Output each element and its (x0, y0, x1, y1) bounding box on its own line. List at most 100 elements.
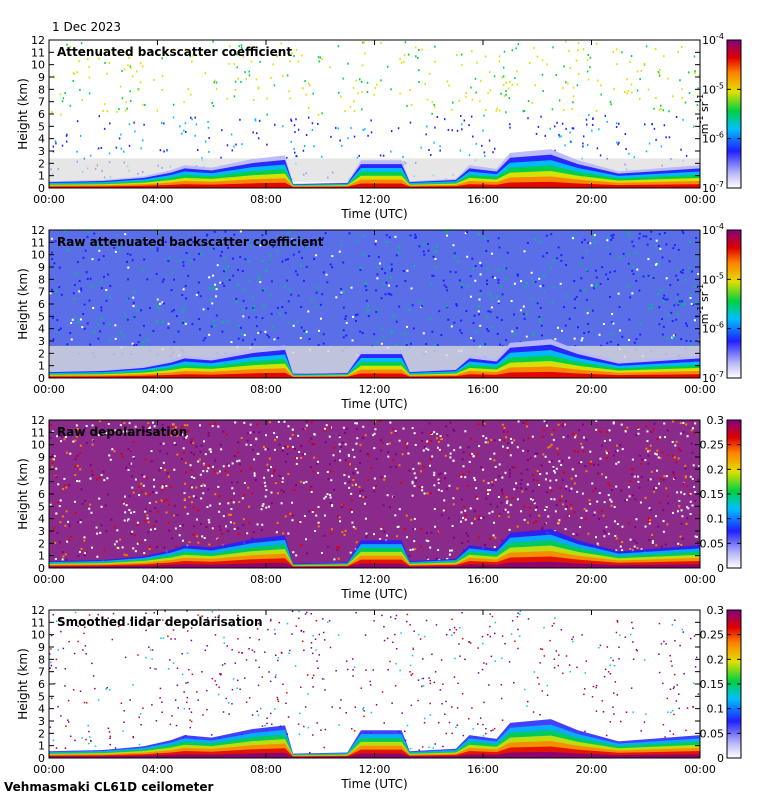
heatmap-field (49, 40, 700, 188)
colorbar-tick-label: 10-5 (702, 271, 724, 286)
y-tick-label: 1 (38, 550, 45, 563)
y-tick-label: 0 (38, 752, 45, 765)
y-tick-label: 10 (31, 439, 45, 452)
y-tick-label: 7 (38, 286, 45, 299)
y-tick-label: 9 (38, 71, 45, 84)
colorbar: 0 0.05 0.1 0.15 0.2 0.25 0.3 (700, 414, 742, 575)
colorbar: 10-710-610-510-4m-1 sr-1 (696, 222, 742, 385)
y-tick-label: 2 (38, 537, 45, 550)
y-tick-label: 7 (38, 96, 45, 109)
heatmap-field (49, 610, 700, 758)
y-tick-label: 4 (38, 513, 45, 526)
x-tick-label: 08:00 (250, 763, 282, 776)
y-tick-label: 1 (38, 740, 45, 753)
x-tick-label: 12:00 (359, 383, 391, 396)
panel-title: Smoothed lidar depolarisation (57, 615, 263, 629)
y-tick-label: 1 (38, 360, 45, 373)
y-tick-label: 12 (31, 34, 45, 47)
y-tick-label: 8 (38, 273, 45, 286)
x-tick-label: 00:00 (684, 573, 716, 586)
x-tick-label: 16:00 (467, 763, 499, 776)
y-tick-label: 2 (38, 727, 45, 740)
y-tick-label: 5 (38, 690, 45, 703)
x-tick-label: 08:00 (250, 573, 282, 586)
y-tick-label: 11 (31, 236, 45, 249)
y-axis-label: Height (km) (16, 268, 30, 339)
panel-title: Raw depolarisation (57, 425, 187, 439)
y-tick-label: 0 (38, 182, 45, 195)
y-tick-label: 8 (38, 463, 45, 476)
x-tick-label: 12:00 (359, 573, 391, 586)
y-axis-label: Height (km) (16, 458, 30, 529)
y-tick-label: 9 (38, 451, 45, 464)
x-tick-label: 00:00 (33, 193, 65, 206)
colorbar: 10-710-610-510-4m-1 sr-1 (696, 32, 742, 195)
y-tick-label: 7 (38, 476, 45, 489)
y-tick-label: 12 (31, 224, 45, 237)
x-tick-label: 12:00 (359, 763, 391, 776)
panel-title: Raw attenuated backscatter coefficient (57, 235, 324, 249)
y-axis-label: Height (km) (16, 78, 30, 149)
x-tick-label: 20:00 (576, 573, 608, 586)
y-tick-label: 12 (31, 414, 45, 427)
colorbar-tick-label: 10-4 (702, 32, 724, 47)
colorbar-tick-label: 0.05 (700, 537, 725, 550)
x-tick-label: 00:00 (33, 573, 65, 586)
x-axis-label: Time (UTC) (340, 397, 407, 411)
x-tick-label: 20:00 (576, 193, 608, 206)
x-tick-label: 16:00 (467, 383, 499, 396)
x-tick-label: 20:00 (576, 763, 608, 776)
y-tick-label: 5 (38, 120, 45, 133)
y-tick-label: 10 (31, 249, 45, 262)
x-tick-label: 04:00 (142, 383, 174, 396)
y-tick-label: 1 (38, 170, 45, 183)
y-tick-label: 4 (38, 133, 45, 146)
x-tick-label: 20:00 (576, 383, 608, 396)
colorbar-tick-label: 10-7 (702, 370, 724, 385)
y-tick-label: 6 (38, 678, 45, 691)
y-tick-label: 0 (38, 372, 45, 385)
footer-label: Vehmasmaki CL61D ceilometer (4, 780, 214, 794)
x-tick-label: 08:00 (250, 193, 282, 206)
y-tick-label: 0 (38, 562, 45, 575)
colorbar-tick-label: 0 (717, 752, 724, 765)
y-tick-label: 9 (38, 261, 45, 274)
y-tick-label: 9 (38, 641, 45, 654)
x-tick-label: 08:00 (250, 383, 282, 396)
colorbar-tick-label: 10-4 (702, 222, 724, 237)
y-tick-label: 3 (38, 335, 45, 348)
y-tick-label: 6 (38, 488, 45, 501)
y-tick-label: 4 (38, 323, 45, 336)
y-tick-label: 11 (31, 616, 45, 629)
x-tick-label: 04:00 (142, 193, 174, 206)
y-tick-label: 8 (38, 653, 45, 666)
y-tick-label: 5 (38, 310, 45, 323)
y-tick-label: 3 (38, 525, 45, 538)
x-tick-label: 00:00 (33, 383, 65, 396)
y-tick-label: 5 (38, 500, 45, 513)
panel-4: Smoothed lidar depolarisation01234567891… (16, 604, 742, 791)
colorbar-tick-label: 0.2 (707, 463, 725, 476)
colorbar-tick-label: 0.25 (700, 629, 725, 642)
y-tick-label: 7 (38, 666, 45, 679)
date-label: 1 Dec 2023 (52, 20, 122, 34)
x-tick-label: 16:00 (467, 193, 499, 206)
colorbar-tick-label: 0.05 (700, 727, 725, 740)
colorbar-tick-label: 0 (717, 562, 724, 575)
y-tick-label: 3 (38, 715, 45, 728)
colorbar-tick-label: 0.3 (707, 604, 725, 617)
colorbar: 0 0.05 0.1 0.15 0.2 0.25 0.3 (700, 604, 742, 765)
x-tick-label: 00:00 (684, 383, 716, 396)
x-tick-label: 12:00 (359, 193, 391, 206)
y-tick-label: 4 (38, 703, 45, 716)
x-axis-label: Time (UTC) (340, 207, 407, 221)
colorbar-tick-label: 0.1 (707, 703, 725, 716)
x-tick-label: 04:00 (142, 573, 174, 586)
colorbar-tick-label: 10-5 (702, 81, 724, 96)
colorbar-tick-label: 0.2 (707, 653, 725, 666)
panel-title: Attenuated backscatter coefficient (57, 45, 292, 59)
heatmap-field (49, 230, 700, 378)
y-tick-label: 10 (31, 59, 45, 72)
colorbar-unit: m-1 sr-1 (696, 284, 711, 324)
